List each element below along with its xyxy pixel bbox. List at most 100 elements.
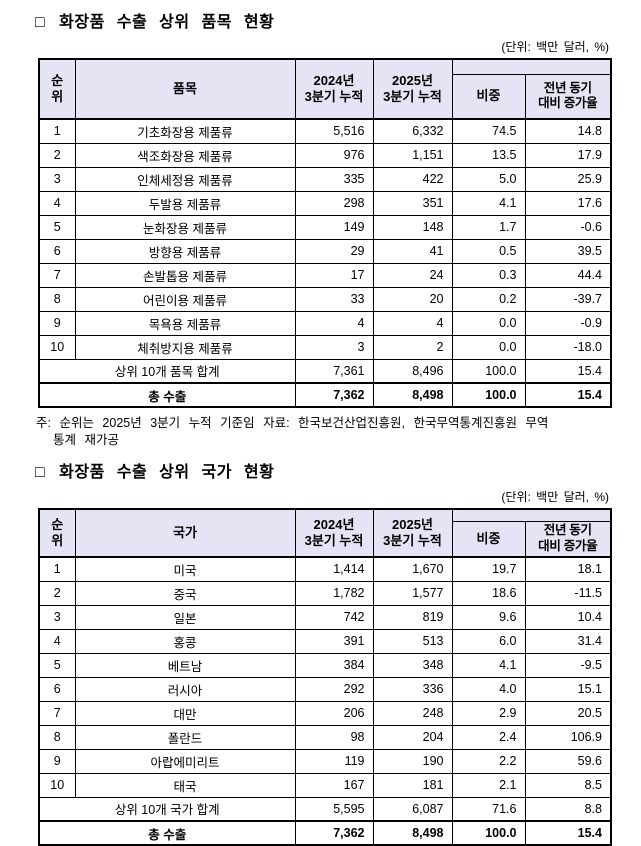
header-2024: 2024년 3분기 누적 [294,508,374,558]
items-export-table: 순 위 품목 2024년 3분기 누적 2025년 3분기 누적 비중 전년 동… [38,58,612,408]
value-cell: 8.5 [524,772,612,798]
rank-cell: 8 [38,286,76,312]
value-cell: 819 [372,604,453,630]
table-row: 10 태국 167 181 2.1 8.5 [38,772,612,798]
header-share: 비중 [451,520,526,558]
value-cell: 422 [372,166,453,192]
value-cell: 17.6 [524,190,612,216]
value-cell: 204 [372,724,453,750]
subtotal-label: 상위 10개 국가 합계 [38,796,296,822]
items-table-totals: 상위 10개 품목 합계 7,361 8,496 100.0 15.4 총 수출… [38,358,612,408]
value-cell: 13.5 [451,142,526,168]
value-cell: 384 [294,652,374,678]
table-row: 2 색조화장용 제품류 976 1,151 13.5 17.9 [38,142,612,168]
countries-table-totals: 상위 10개 국가 합계 5,595 6,087 71.6 8.8 총 수출 7… [38,796,612,846]
table-row: 3 일본 742 819 9.6 10.4 [38,604,612,630]
value-cell: -11.5 [524,580,612,606]
value-cell: 98 [294,724,374,750]
value-cell: 248 [372,700,453,726]
total-2024: 7,362 [294,382,374,408]
value-cell: 2.1 [451,772,526,798]
subtotal-row: 상위 10개 품목 합계 7,361 8,496 100.0 15.4 [38,358,612,384]
name-cell: 대만 [74,700,296,726]
value-cell: 2.9 [451,700,526,726]
rank-cell: 2 [38,142,76,168]
subtotal-2025: 8,496 [372,358,453,384]
value-cell: 33 [294,286,374,312]
square-bullet-icon: □ [35,14,46,31]
rank-cell: 8 [38,724,76,750]
name-cell: 폴란드 [74,724,296,750]
subtotal-share: 100.0 [451,358,526,384]
rank-cell: 6 [38,238,76,264]
table-row: 9 목욕용 제품류 4 4 0.0 -0.9 [38,310,612,336]
table-row: 5 베트남 384 348 4.1 -9.5 [38,652,612,678]
value-cell: 167 [294,772,374,798]
value-cell: 14.8 [524,118,612,144]
table-row: 4 홍콩 391 513 6.0 31.4 [38,628,612,654]
value-cell: 1,670 [372,556,453,582]
name-cell: 아랍에미리트 [74,748,296,774]
rank-cell: 7 [38,262,76,288]
table-row: 7 대만 206 248 2.9 20.5 [38,700,612,726]
section2-title-text: 화장품 수출 상위 국가 현황 [59,464,275,481]
value-cell: 976 [294,142,374,168]
value-cell: 2 [372,334,453,360]
rank-cell: 9 [38,310,76,336]
value-cell: -0.9 [524,310,612,336]
value-cell: 292 [294,676,374,702]
name-cell: 인체세정용 제품류 [74,166,296,192]
value-cell: 181 [372,772,453,798]
rank-cell: 5 [38,652,76,678]
value-cell: 0.0 [451,310,526,336]
value-cell: 742 [294,604,374,630]
name-cell: 어린이용 제품류 [74,286,296,312]
header-2024: 2024년 3분기 누적 [294,58,374,120]
name-cell: 손발톱용 제품류 [74,262,296,288]
unit-label-1: (단위: 백만 달러, %) [501,40,609,54]
value-cell: 4.1 [451,190,526,216]
source-note: 주: 순위는 2025년 3분기 누적 기준임 자료: 한국보건산업진흥원, 한… [36,416,549,447]
name-cell: 기초화장용 제품류 [74,118,296,144]
subtotal-yoy: 8.8 [524,796,612,822]
value-cell: 4 [372,310,453,336]
name-cell: 두발용 제품류 [74,190,296,216]
table-row: 6 러시아 292 336 4.0 15.1 [38,676,612,702]
name-cell: 홍콩 [74,628,296,654]
name-cell: 베트남 [74,652,296,678]
value-cell: 10.4 [524,604,612,630]
name-cell: 방향용 제품류 [74,238,296,264]
total-row: 총 수출 7,362 8,498 100.0 15.4 [38,382,612,408]
name-cell: 체취방지용 제품류 [74,334,296,360]
subtotal-yoy: 15.4 [524,358,612,384]
value-cell: 5,516 [294,118,374,144]
table-row: 10 체취방지용 제품류 3 2 0.0 -18.0 [38,334,612,360]
subtotal-row: 상위 10개 국가 합계 5,595 6,087 71.6 8.8 [38,796,612,822]
header-country: 국가 [74,508,296,558]
rank-cell: 2 [38,580,76,606]
subtotal-share: 71.6 [451,796,526,822]
value-cell: 106.9 [524,724,612,750]
header-row-top: 순 위 국가 2024년 3분기 누적 2025년 3분기 누적 [38,508,612,558]
rank-cell: 6 [38,676,76,702]
value-cell: 39.5 [524,238,612,264]
value-cell: 4.0 [451,676,526,702]
rank-cell: 1 [38,118,76,144]
total-label: 총 수출 [38,820,296,846]
rank-cell: 3 [38,166,76,192]
value-cell: -9.5 [524,652,612,678]
value-cell: 41 [372,238,453,264]
value-cell: 148 [372,214,453,240]
value-cell: 0.5 [451,238,526,264]
table-row: 6 방향용 제품류 29 41 0.5 39.5 [38,238,612,264]
name-cell: 러시아 [74,676,296,702]
value-cell: 17.9 [524,142,612,168]
value-cell: 1,151 [372,142,453,168]
value-cell: 74.5 [451,118,526,144]
header-2025: 2025년 3분기 누적 [372,58,453,120]
total-share: 100.0 [451,382,526,408]
value-cell: 348 [372,652,453,678]
value-cell: 20 [372,286,453,312]
header-yoy: 전년 동기 대비 증가율 [524,520,612,558]
